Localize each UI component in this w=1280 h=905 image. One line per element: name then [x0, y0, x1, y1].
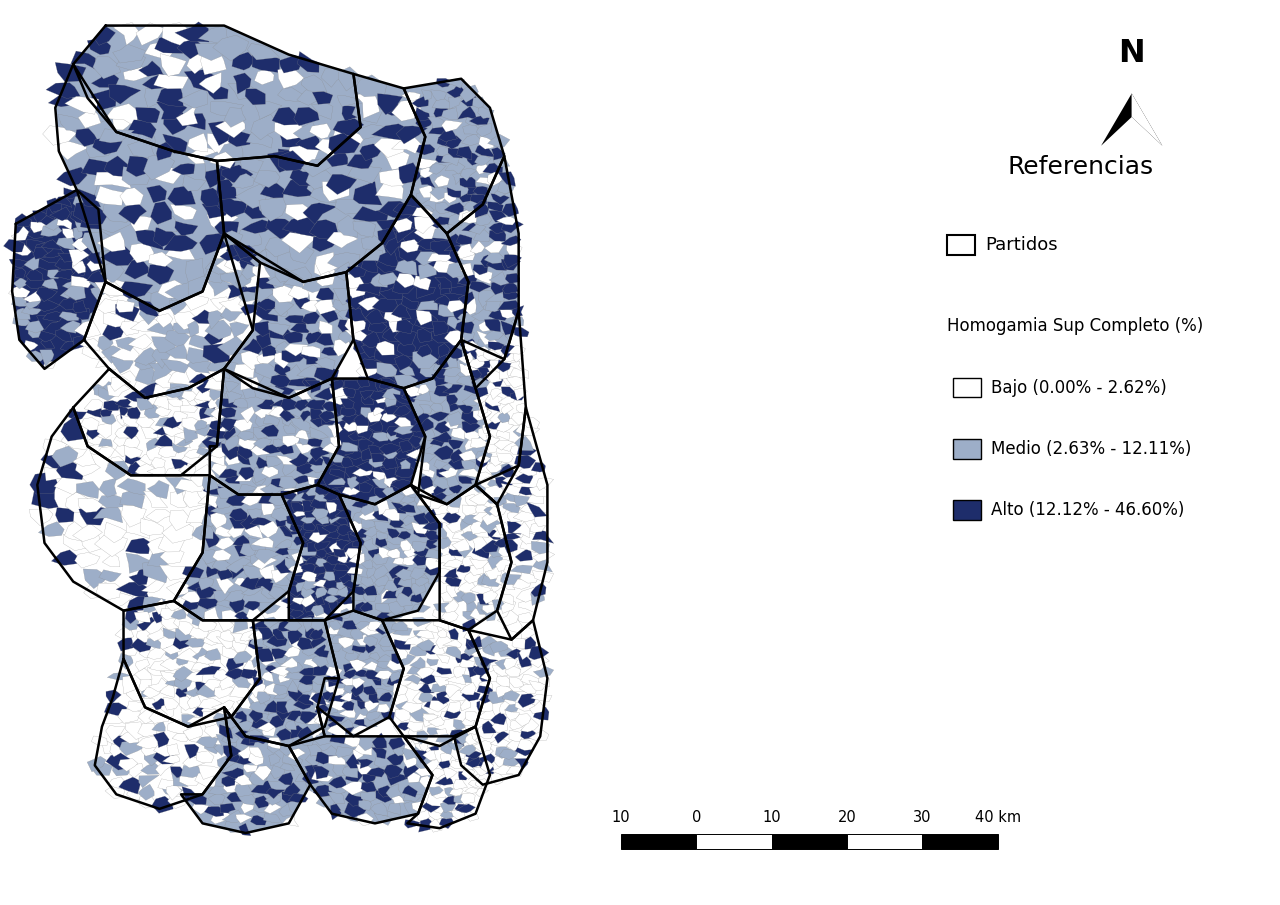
Text: 30: 30 [913, 810, 932, 825]
Text: Referencias: Referencias [1007, 155, 1153, 179]
Text: 10: 10 [612, 810, 630, 825]
Bar [946, 235, 974, 255]
Bar [952, 439, 980, 459]
Text: 10: 10 [763, 810, 781, 825]
Text: Medio (2.63% - 12.11%): Medio (2.63% - 12.11%) [991, 440, 1192, 458]
Bar [923, 834, 997, 850]
Text: Bajo (0.00% - 2.62%): Bajo (0.00% - 2.62%) [991, 378, 1167, 396]
Polygon shape [1132, 93, 1162, 146]
Bar [621, 834, 696, 850]
Polygon shape [1101, 93, 1132, 146]
Polygon shape [1132, 93, 1162, 146]
Bar [952, 500, 980, 520]
Text: Partidos: Partidos [984, 236, 1057, 254]
Text: 20: 20 [837, 810, 856, 825]
Text: Homogamia Sup Completo (%): Homogamia Sup Completo (%) [946, 317, 1203, 335]
Text: 40 km: 40 km [974, 810, 1020, 825]
Text: 0: 0 [691, 810, 701, 825]
Text: Alto (12.12% - 46.60%): Alto (12.12% - 46.60%) [991, 501, 1184, 519]
Bar [847, 834, 923, 850]
Text: N: N [1119, 38, 1146, 69]
Bar [696, 834, 772, 850]
Bar [772, 834, 847, 850]
Bar [952, 377, 980, 397]
